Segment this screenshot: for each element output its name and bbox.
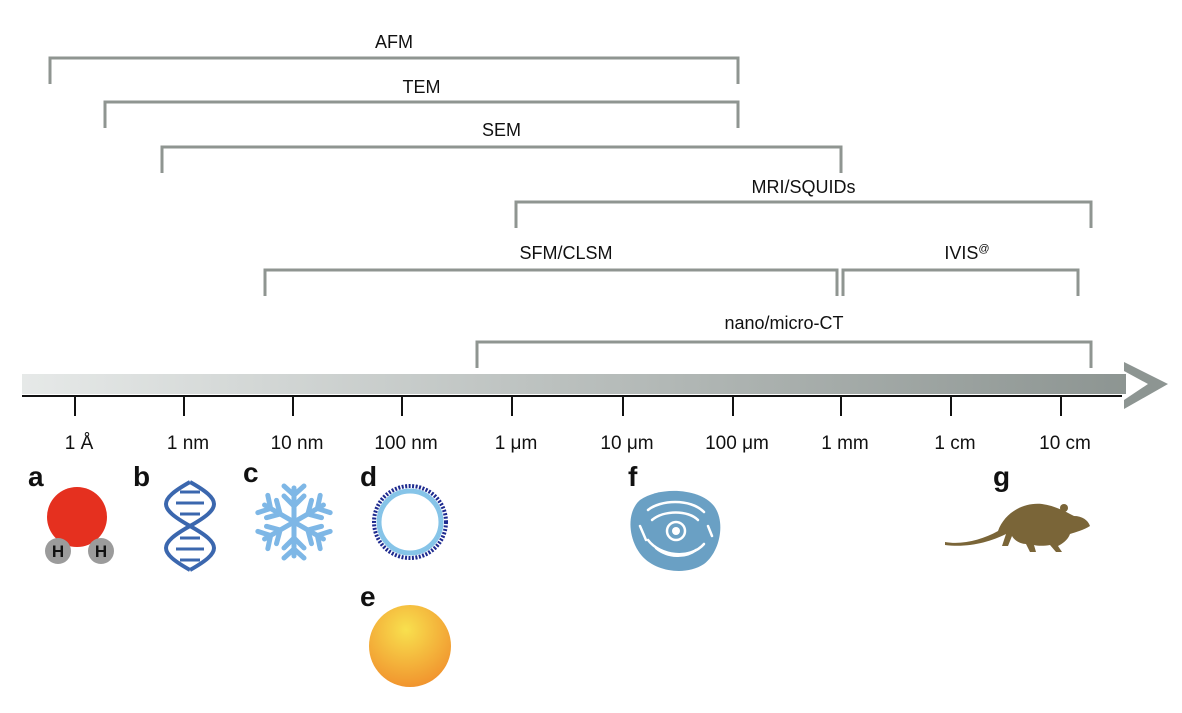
hydrogen-atom bbox=[88, 538, 114, 564]
axis-tick-label: 10 μm bbox=[600, 433, 653, 454]
hydrogen-label: H bbox=[52, 542, 64, 561]
panel-letter-d: d bbox=[360, 461, 377, 492]
range-label: SEM bbox=[482, 120, 521, 140]
range-tem: TEM bbox=[103, 77, 740, 128]
panel-b: b bbox=[133, 461, 216, 572]
range-bracket bbox=[841, 268, 1080, 296]
axis-tick-label: 1 mm bbox=[821, 433, 869, 454]
panel-g: g bbox=[945, 461, 1090, 552]
panel-letter-c: c bbox=[243, 457, 259, 488]
range-bracket bbox=[103, 100, 740, 128]
range-mri-squids: MRI/SQUIDs bbox=[514, 177, 1093, 228]
panel-letter-b: b bbox=[133, 461, 150, 492]
panel-c: c bbox=[243, 457, 330, 558]
panel-letter-g: g bbox=[993, 461, 1010, 492]
panel-letter-a: a bbox=[28, 461, 44, 492]
range-ivis: IVIS@ bbox=[841, 243, 1080, 296]
panel-letter-e: e bbox=[360, 581, 376, 612]
axis-tick-label: 10 nm bbox=[271, 433, 324, 454]
axis-ticks: 1 Å 1 nm 10 nm 100 nm 1 μm 10 μm 100 μm 1 mm 1 c… bbox=[65, 396, 1091, 454]
snowflake-icon bbox=[258, 483, 330, 558]
axis-tick-label: 10 cm bbox=[1039, 433, 1091, 454]
range-nano-micro-ct: nano/micro-CT bbox=[475, 313, 1093, 368]
technique-ranges: AFM TEM SEM MRI/SQUIDs SFM/CLSM IVIS@ nano/mic… bbox=[48, 32, 1093, 368]
range-label: TEM bbox=[403, 77, 441, 97]
range-afm: AFM bbox=[48, 32, 740, 84]
range-bracket bbox=[475, 340, 1093, 368]
axis-tick-label: 1 cm bbox=[934, 433, 975, 454]
range-label: SFM/CLSM bbox=[519, 243, 612, 263]
panel-e: e bbox=[360, 581, 451, 687]
axis-tick-label: 1 μm bbox=[495, 433, 538, 454]
scale-arrow-bar bbox=[22, 374, 1126, 394]
hydrogen-atom bbox=[45, 538, 71, 564]
panel-f: f bbox=[628, 461, 721, 571]
water-molecule-icon: H H bbox=[45, 487, 114, 564]
scale-arrow-head bbox=[1124, 362, 1168, 409]
nanoparticle-sphere-icon bbox=[369, 605, 451, 687]
hydrogen-label: H bbox=[95, 542, 107, 561]
axis-tick-label: 100 nm bbox=[374, 433, 437, 454]
axis-tick-label: 1 nm bbox=[167, 433, 209, 454]
range-bracket bbox=[160, 145, 843, 173]
range-sem: SEM bbox=[160, 120, 843, 173]
range-bracket bbox=[514, 200, 1093, 228]
range-label-superscript: @ bbox=[978, 243, 989, 255]
rodent-icon bbox=[945, 503, 1090, 552]
scale-axis: 1 Å 1 nm 10 nm 100 nm 1 μm 10 μm 100 μm 1 mm 1 c… bbox=[22, 362, 1168, 454]
range-sfm-clsm: SFM/CLSM bbox=[263, 243, 839, 296]
range-bracket bbox=[263, 268, 839, 296]
axis-tick-label: 1 Å bbox=[65, 433, 94, 454]
vesicle-icon bbox=[372, 484, 448, 560]
range-bracket bbox=[48, 56, 740, 84]
cell-icon bbox=[630, 490, 721, 571]
dna-icon bbox=[164, 480, 216, 572]
range-label: nano/micro-CT bbox=[724, 313, 843, 333]
oxygen-atom bbox=[47, 487, 107, 547]
range-label: IVIS@ bbox=[944, 243, 989, 263]
panel-letter-f: f bbox=[628, 461, 638, 492]
range-label: MRI/SQUIDs bbox=[751, 177, 855, 197]
panel-a: a H H bbox=[28, 461, 114, 564]
axis-tick-label: 100 μm bbox=[705, 433, 769, 454]
range-label: AFM bbox=[375, 32, 413, 52]
panel-d: d bbox=[360, 461, 448, 560]
